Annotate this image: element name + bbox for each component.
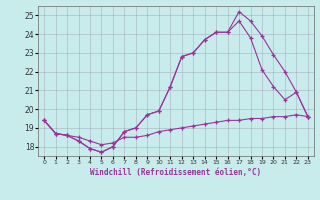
X-axis label: Windchill (Refroidissement éolien,°C): Windchill (Refroidissement éolien,°C) (91, 168, 261, 177)
